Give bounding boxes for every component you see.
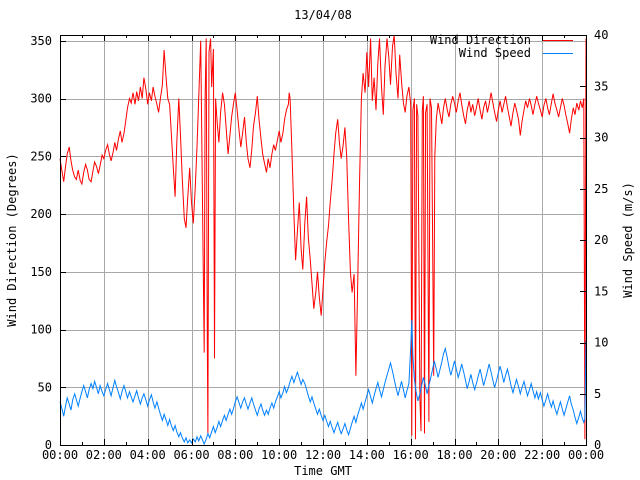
x-tick-label: 10:00 — [261, 448, 297, 462]
x-tick-label: 12:00 — [305, 448, 341, 462]
left-axis-tick-label: 300 — [30, 92, 52, 106]
left-axis-tick-label: 350 — [30, 34, 52, 48]
right-axis-tick-label: 15 — [594, 284, 608, 298]
right-axis-tick-label: 5 — [594, 387, 601, 401]
right-axis-tick-label: 20 — [594, 233, 608, 247]
left-axis-tick-label: 200 — [30, 207, 52, 221]
series-wind-direction — [59, 34, 587, 440]
left-axis-label: Wind Direction (Degrees) — [5, 153, 19, 327]
x-tick-label: 06:00 — [173, 448, 209, 462]
left-axis-tick-label: 250 — [30, 149, 52, 163]
wind-speed-line-sample — [543, 53, 573, 54]
x-tick-label: 22:00 — [524, 448, 560, 462]
legend-label-wind-direction: Wind Direction — [429, 33, 531, 47]
right-axis-label: Wind Speed (m/s) — [621, 182, 635, 298]
right-axis-tick-label: 40 — [594, 28, 608, 42]
x-tick-label: 20:00 — [480, 448, 516, 462]
series-wind-speed — [59, 319, 587, 446]
x-tick-label: 08:00 — [217, 448, 253, 462]
legend-item-wind-speed: Wind Speed — [390, 47, 573, 60]
left-axis-tick-label: 50 — [38, 380, 52, 394]
right-axis-tick-label: 0 — [594, 438, 601, 452]
x-axis-label: Time GMT — [294, 464, 352, 478]
x-tick-label: 02:00 — [86, 448, 122, 462]
x-tick-label: 14:00 — [349, 448, 385, 462]
left-axis-tick-label: 150 — [30, 265, 52, 279]
right-axis-tick-label: 10 — [594, 336, 608, 350]
wind-direction-line-sample — [543, 40, 573, 41]
x-tick-label: 00:00 — [568, 448, 604, 462]
x-tick-label: 16:00 — [393, 448, 429, 462]
chart-title: 13/04/08 — [294, 8, 352, 22]
right-axis-tick-label: 30 — [594, 131, 608, 145]
right-axis-tick-label: 35 — [594, 79, 608, 93]
legend-item-wind-direction: Wind Direction — [390, 34, 573, 47]
legend-label-wind-speed: Wind Speed — [458, 46, 531, 60]
left-axis-tick-label: 0 — [45, 438, 52, 452]
x-tick-label: 04:00 — [130, 448, 166, 462]
x-tick-label: 00:00 — [42, 448, 78, 462]
right-axis-tick-label: 25 — [594, 182, 608, 196]
left-axis-tick-label: 100 — [30, 323, 52, 337]
legend: Wind Direction Wind Speed — [390, 34, 573, 60]
x-tick-label: 18:00 — [436, 448, 472, 462]
